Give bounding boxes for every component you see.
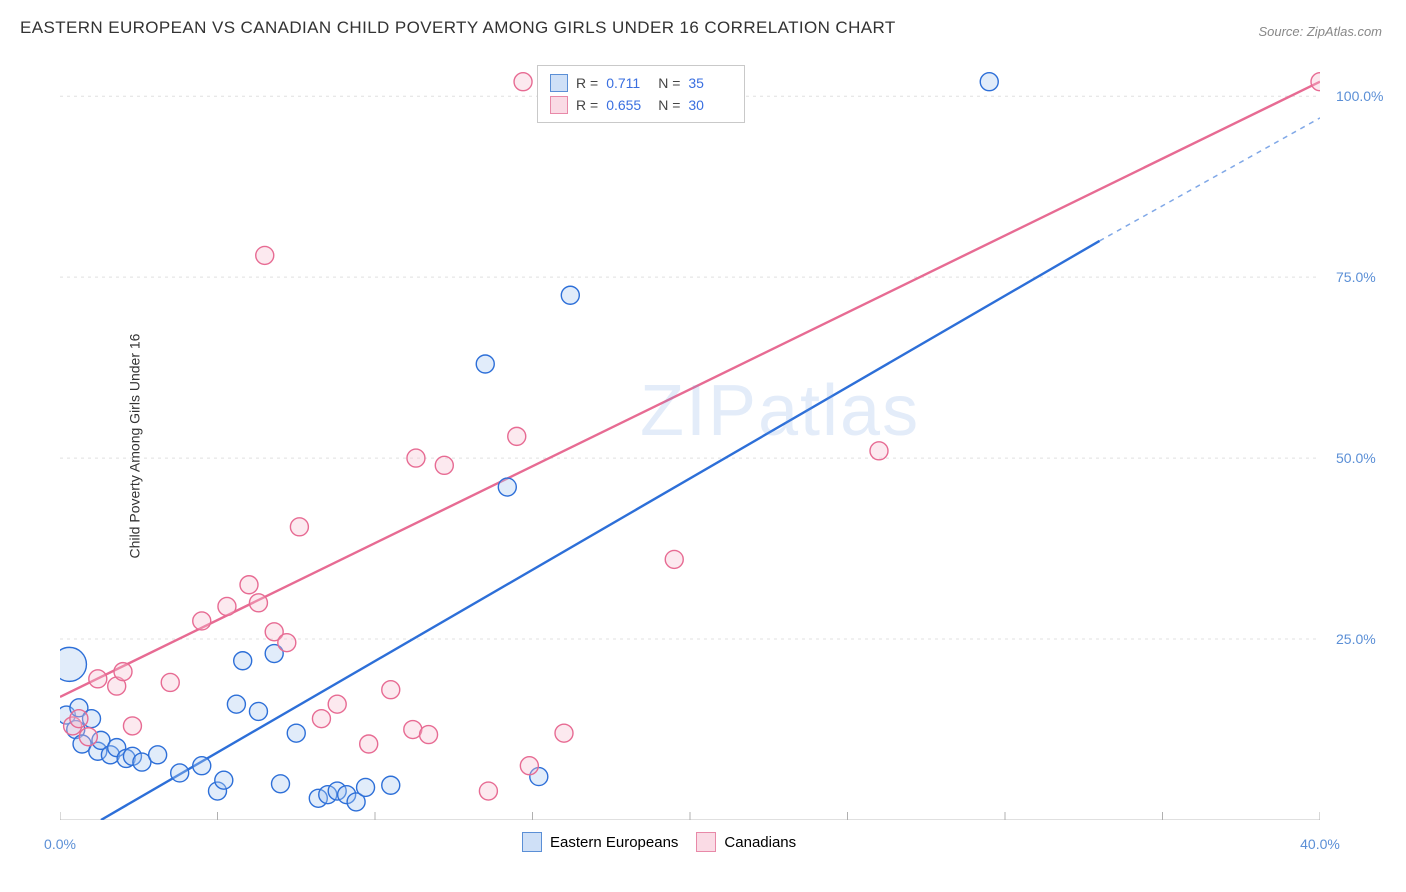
chart-svg (60, 60, 1320, 820)
legend-item-pink: Canadians (696, 832, 796, 852)
legend-n-label: N = (658, 75, 680, 91)
legend-n-label: N = (658, 97, 680, 113)
legend-r-label: R = (576, 75, 598, 91)
legend-stats-row-blue: R = 0.711 N = 35 (550, 72, 732, 94)
legend-r-value-pink: 0.655 (606, 97, 650, 113)
legend-swatch-pink (550, 96, 568, 114)
legend-swatch-blue (522, 832, 542, 852)
source-attribution: Source: ZipAtlas.com (1258, 24, 1382, 39)
legend-n-value-blue: 35 (688, 75, 732, 91)
legend-label-pink: Canadians (724, 834, 796, 851)
chart-title: EASTERN EUROPEAN VS CANADIAN CHILD POVER… (20, 18, 896, 38)
legend-stats-box: R = 0.711 N = 35 R = 0.655 N = 30 (537, 65, 745, 123)
legend-stats-row-pink: R = 0.655 N = 30 (550, 94, 732, 116)
legend-label-blue: Eastern Europeans (550, 834, 678, 851)
legend-swatch-blue (550, 74, 568, 92)
legend-r-value-blue: 0.711 (606, 75, 650, 91)
x-tick-label: 40.0% (1300, 836, 1340, 852)
legend-series-box: Eastern Europeans Canadians (522, 832, 796, 852)
legend-swatch-pink (696, 832, 716, 852)
legend-item-blue: Eastern Europeans (522, 832, 678, 852)
x-tick-label: 0.0% (44, 836, 76, 852)
plot-area (60, 60, 1320, 820)
y-tick-label: 25.0% (1336, 631, 1376, 647)
legend-r-label: R = (576, 97, 598, 113)
y-tick-label: 100.0% (1336, 88, 1383, 104)
y-tick-label: 50.0% (1336, 450, 1376, 466)
y-tick-label: 75.0% (1336, 269, 1376, 285)
legend-n-value-pink: 30 (688, 97, 732, 113)
